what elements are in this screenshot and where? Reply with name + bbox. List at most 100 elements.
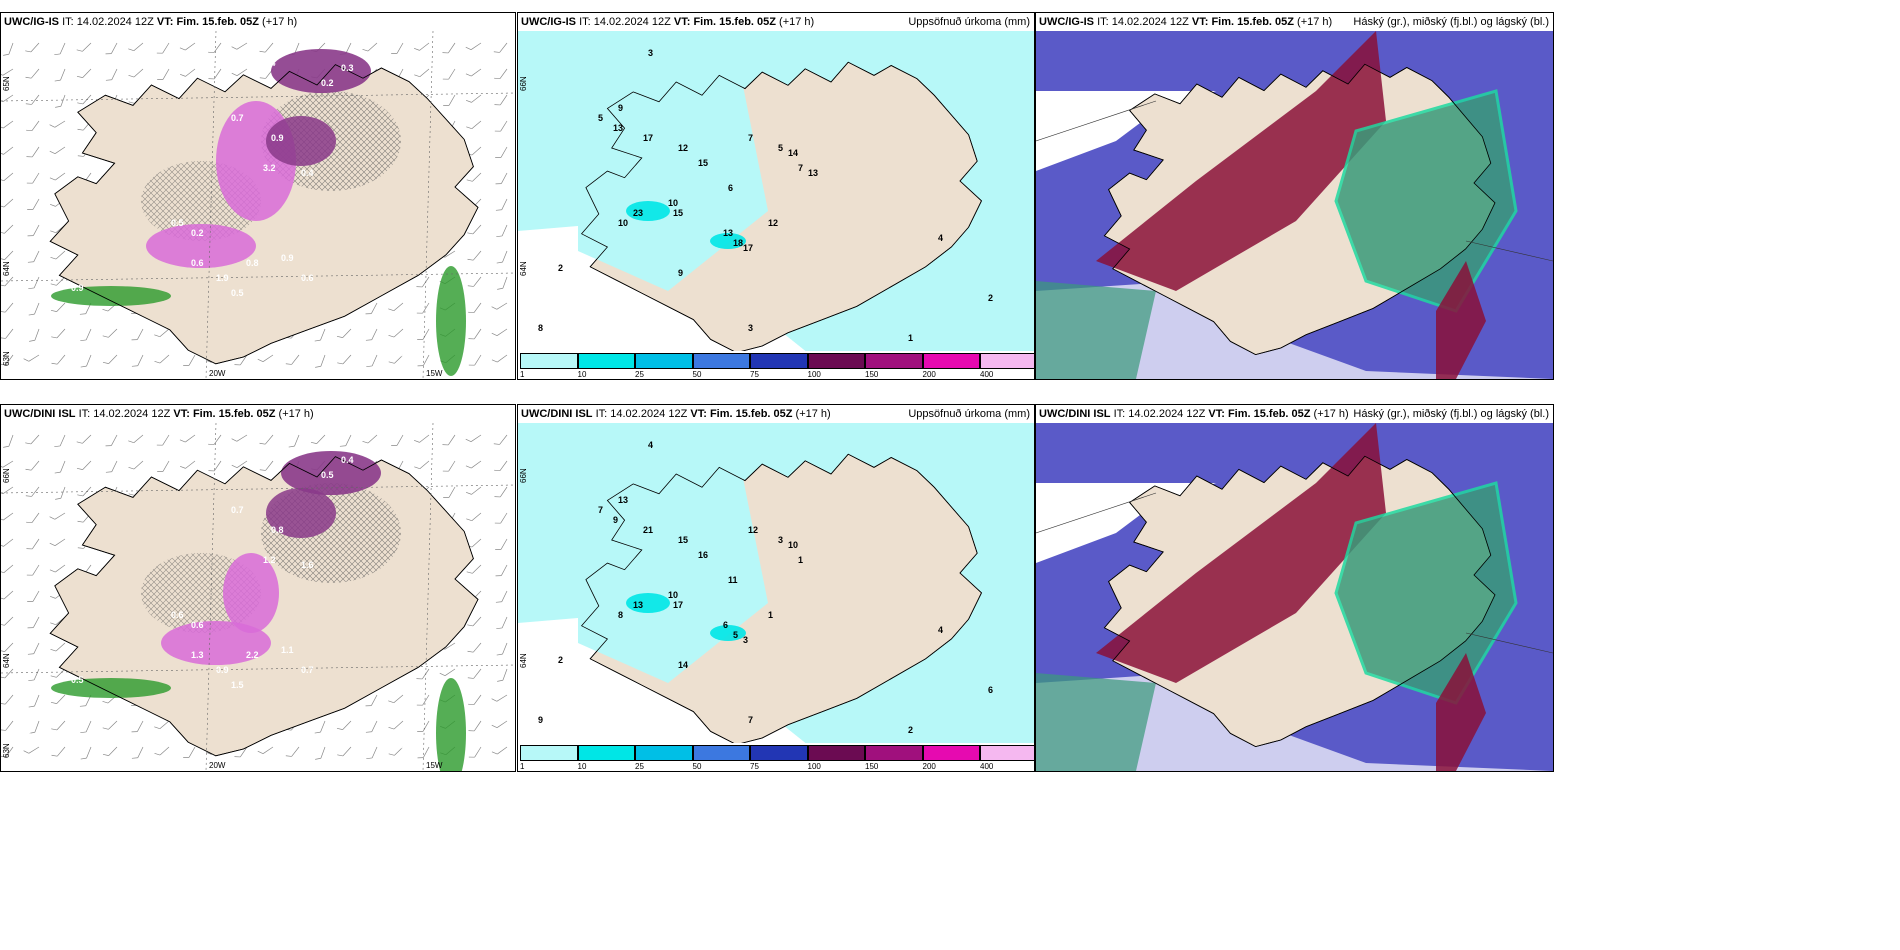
wind-barb: [337, 746, 352, 757]
value-label: 14: [678, 660, 688, 670]
colorbar-swatch: [807, 745, 865, 761]
value-label: 7: [798, 163, 803, 173]
value-label: 2.2: [246, 650, 259, 660]
lat-label: 64N: [2, 653, 11, 668]
wind-barb: [28, 276, 40, 290]
wind-barb: [157, 68, 170, 80]
value-label: 1.2: [91, 323, 104, 333]
wind-barb: [1, 120, 14, 129]
wind-barb: [1, 668, 14, 679]
value-label: 9: [538, 715, 543, 725]
wind-barb: [497, 668, 508, 682]
wind-barb: [1, 68, 14, 76]
vt-label: VT:: [156, 16, 174, 28]
wind-barb: [467, 668, 482, 679]
wind-barb: [494, 94, 508, 106]
panel-title: Uppsöfnuð úrkoma (mm): [908, 16, 1030, 28]
vt-label: VT:: [690, 408, 707, 420]
snow-area: [161, 621, 271, 665]
colorbar-swatch: [865, 745, 923, 761]
wind-barb: [491, 746, 508, 755]
wind-barb: [50, 642, 66, 652]
wind-barb: [128, 434, 144, 444]
wind-barb: [1, 460, 14, 468]
wind-barb: [315, 746, 326, 760]
wind-barb: [465, 460, 482, 469]
wind-barb: [442, 460, 456, 472]
lead-time: (+17 h): [278, 408, 314, 420]
value-label: 4: [938, 625, 943, 635]
snow-area: [146, 224, 256, 268]
value-label: 1.7: [421, 313, 434, 323]
lon-label: 20W: [209, 369, 226, 378]
wind-barb: [50, 250, 66, 260]
wind-barb: [467, 250, 482, 261]
panel-clouds-dini: UWC/DINI ISL IT: 14.02.2024 12Z VT: Fim.…: [1035, 404, 1554, 772]
wind-barb: [157, 460, 170, 472]
wind-barb: [388, 302, 404, 312]
wind-barb: [366, 354, 378, 368]
panel-clouds-igis: UWC/IG-IS IT: 14.02.2024 12Z VT: Fim. 15…: [1035, 12, 1554, 380]
wind-barb: [466, 172, 482, 182]
lead-time: (+17 h): [1297, 16, 1333, 28]
wind-barb: [77, 486, 92, 497]
wind-barb: [234, 746, 248, 758]
value-label: 17: [673, 600, 683, 610]
vt-label: VT:: [1208, 408, 1225, 420]
wind-barb: [154, 354, 170, 364]
colorbar-tick: 75: [750, 762, 759, 771]
value-label: 5: [778, 143, 783, 153]
lat-label: 66N: [2, 468, 11, 483]
model-name: UWC/IG-IS: [4, 16, 59, 28]
colorbar-tick: 200: [922, 370, 936, 379]
snow-area: [271, 49, 371, 93]
wind-barb: [494, 512, 508, 524]
wind-barb: [25, 460, 40, 471]
wind-barb: [102, 746, 118, 756]
wind-barb: [231, 460, 248, 469]
wind-barb: [259, 434, 274, 445]
colorbar-swatch: [750, 353, 808, 369]
clear-area: [1036, 483, 1216, 563]
panel-header: UWC/IG-IS IT: 14.02.2024 12Z VT: Fim. 15…: [518, 13, 1034, 31]
colorbar-tick: 10: [577, 762, 587, 771]
wind-barb: [25, 486, 40, 497]
wind-barb: [23, 354, 40, 362]
value-label: 14: [788, 148, 798, 158]
value-label: 0.5: [171, 218, 184, 228]
wind-barb: [102, 354, 118, 364]
colorbar-swatch: [980, 353, 1034, 369]
wind-barb: [231, 434, 248, 442]
wind-barb: [49, 538, 66, 547]
wind-barb: [466, 512, 482, 522]
it-value: 14.02.2024 12Z: [1128, 408, 1206, 420]
value-label: 1: [768, 610, 773, 620]
value-label: 0.6: [171, 610, 184, 620]
value-label: 13: [808, 168, 818, 178]
wind-barb: [27, 198, 40, 210]
model-name: UWC/IG-IS: [521, 16, 576, 28]
lat-label: 65N: [2, 76, 11, 91]
wind-barb: [128, 42, 144, 52]
wind-barb: [51, 720, 66, 731]
wind-barb: [494, 486, 508, 498]
colorbar-swatch: [577, 745, 635, 761]
value-label: 0.5: [231, 288, 244, 298]
value-label: 1.6: [301, 560, 314, 570]
wind-barb: [208, 42, 222, 54]
colorbar-swatch: [750, 745, 808, 761]
wind-barb: [336, 720, 352, 730]
value-label: 0.5: [471, 263, 484, 273]
wind-barb: [80, 720, 92, 734]
wind-barb: [416, 694, 430, 706]
panel-header: UWC/IG-IS IT: 14.02.2024 12Z VT: Fim. 15…: [1, 13, 515, 31]
wind-barb: [26, 512, 40, 524]
value-label: 1.2: [401, 745, 414, 755]
panel-precip-type-igis: UWC/IG-IS IT: 14.02.2024 12Z VT: Fim. 15…: [0, 12, 516, 380]
wind-barb: [128, 68, 144, 78]
wind-barb: [54, 434, 66, 448]
value-label: 3: [648, 48, 653, 58]
wind-barb: [337, 354, 352, 365]
graticule-line: [1, 92, 515, 102]
value-label: 0.2: [321, 78, 334, 88]
